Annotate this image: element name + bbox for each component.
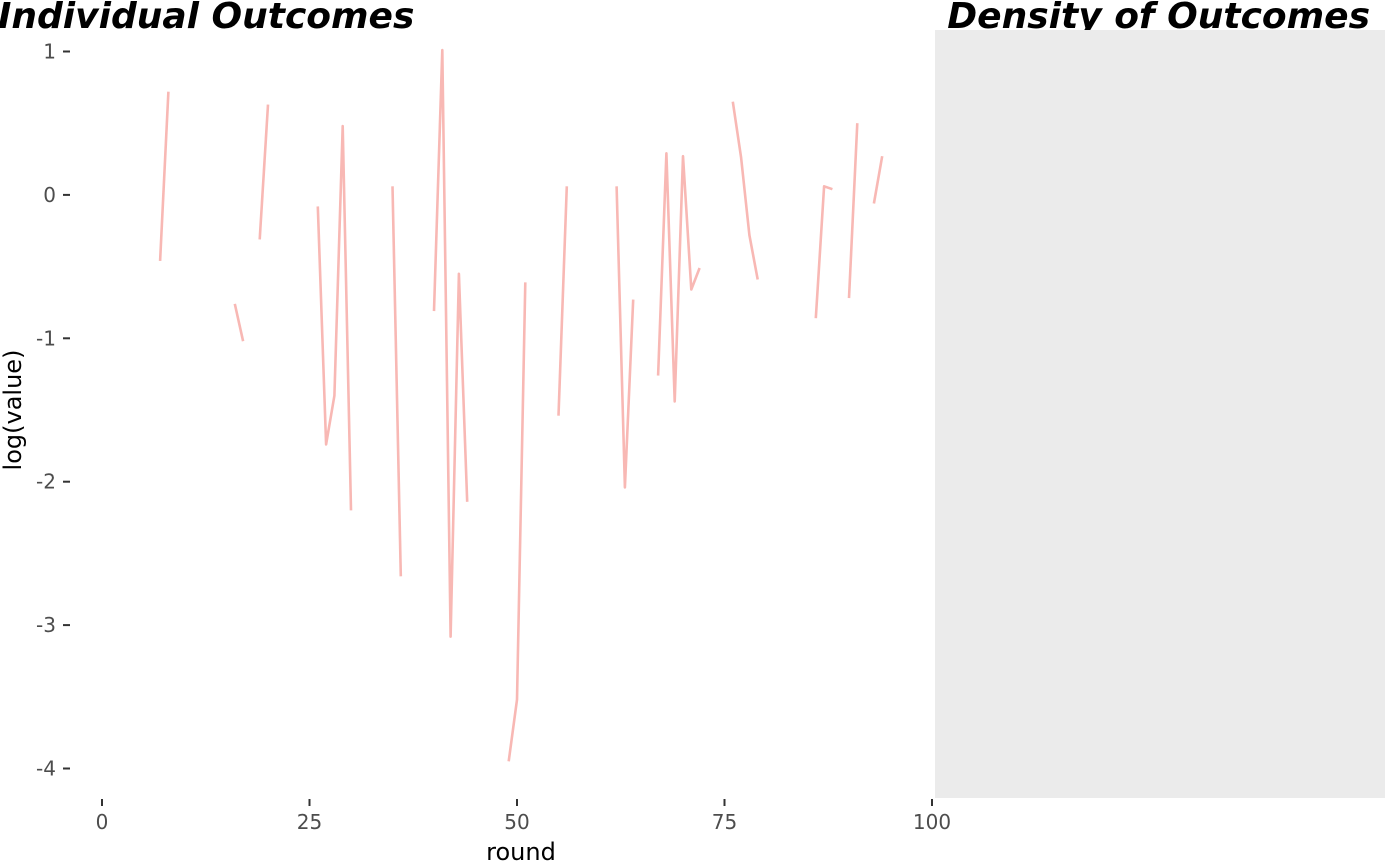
y-tick-label: -3: [36, 613, 56, 637]
y-tick-label: -2: [36, 470, 56, 494]
series-line-segment: [507, 282, 527, 762]
y-tick-label: -1: [36, 326, 56, 350]
x-tick-label: 75: [712, 810, 737, 834]
series-line-segment: [316, 124, 353, 511]
series-line-segment: [557, 186, 569, 416]
series-line-segment: [872, 155, 884, 204]
y-axis-title: log(value): [0, 350, 27, 471]
y-tick-label: 1: [43, 40, 56, 64]
x-tick-label: 0: [96, 810, 109, 834]
x-axis: 0 25 50 75 100: [96, 799, 951, 834]
x-tick-label: 25: [297, 810, 322, 834]
x-tick-label: 50: [504, 810, 529, 834]
series-line-segment: [656, 152, 701, 403]
series-line-segment: [731, 101, 759, 280]
x-tick-label: 100: [913, 810, 951, 834]
line-layer: [158, 48, 884, 762]
series-line-segment: [158, 91, 170, 261]
series-line-segment: [391, 186, 403, 577]
series-line-segment: [847, 123, 859, 299]
y-tick-label: 0: [43, 183, 56, 207]
x-axis-title: round: [486, 838, 556, 866]
series-line-segment: [233, 303, 245, 342]
series-line-segment: [615, 186, 635, 489]
series-line-segment: [258, 104, 270, 240]
y-tick-label: -4: [36, 757, 56, 781]
series-line-segment: [432, 48, 469, 638]
series-line-segment: [814, 185, 833, 319]
density-panel: [935, 30, 1385, 798]
y-axis: 1 0 -1 -2 -3 -4: [36, 40, 70, 781]
chart-title: Individual Outcomes: [0, 0, 414, 37]
